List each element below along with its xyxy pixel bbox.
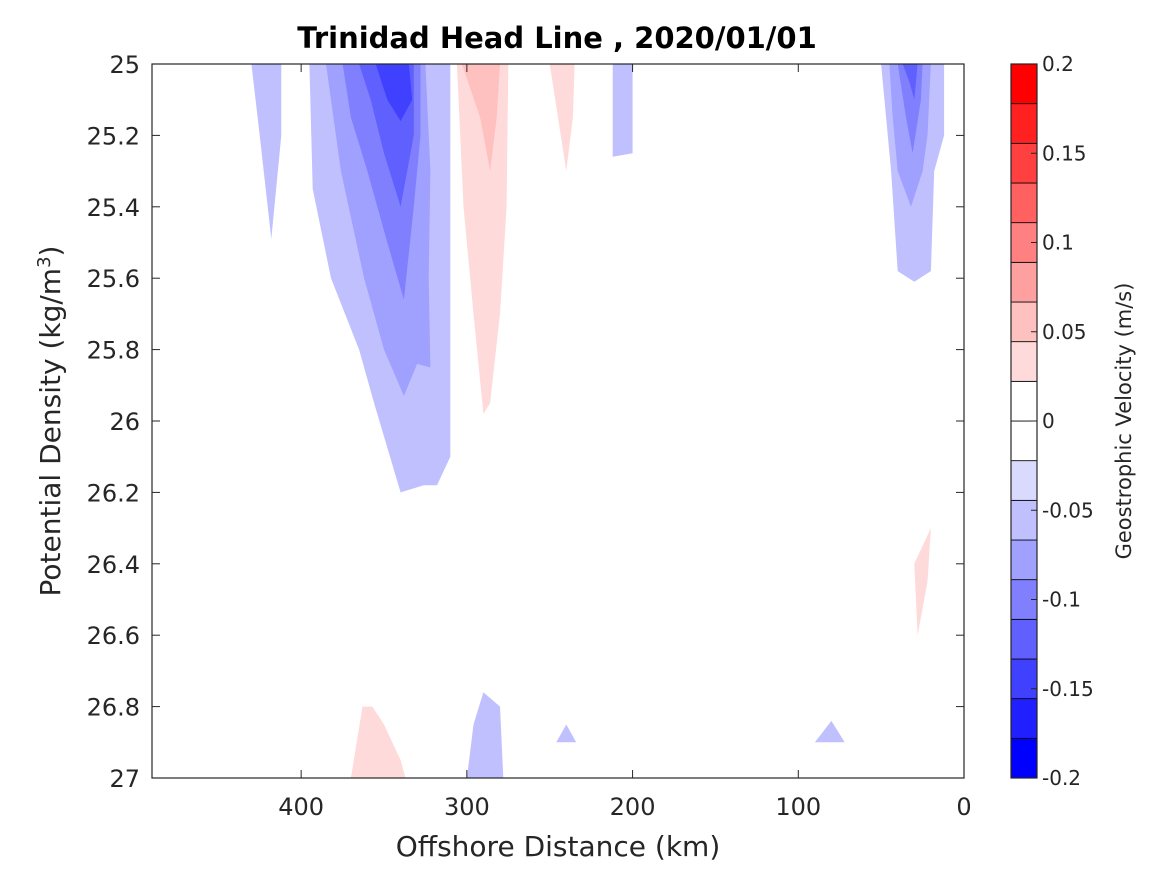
- contour-layer: [251, 64, 945, 778]
- colorbar-swatch: [1010, 103, 1038, 144]
- x-axis: 400 300 200 100 0: [278, 64, 972, 821]
- y-tick-label: 27: [109, 765, 140, 793]
- x-tick-label: 300: [444, 793, 490, 821]
- colorbar-swatch: [1010, 63, 1038, 105]
- contour-pos-band-90: [765, 64, 862, 375]
- colorbar-swatch: [1010, 658, 1038, 700]
- colorbar-tick-label: -0.1: [1042, 588, 1081, 612]
- colorbar-swatch: [1010, 261, 1038, 303]
- contour-neg-blob-240: [556, 724, 577, 743]
- colorbar-tick-label: -0.15: [1042, 677, 1094, 701]
- y-tick-label: 26.6: [87, 622, 140, 650]
- contour-neg-l3-coast: [897, 64, 923, 154]
- colorbar-title-group: Geostrophic Velocity (m/s): [1112, 283, 1136, 560]
- colorbar-tick-label: 0.15: [1042, 141, 1087, 165]
- colorbar-swatch: [1010, 698, 1038, 739]
- x-tick-label: 200: [610, 793, 656, 821]
- colorbar-title: Geostrophic Velocity (m/s): [1112, 283, 1136, 560]
- y-tick-label: 26.8: [87, 694, 140, 722]
- contour-neg-band-205: [612, 64, 633, 157]
- y-tick-label: 25.4: [87, 194, 140, 222]
- colorbar-swatch: [1010, 301, 1038, 343]
- contour-neg-band-420: [251, 64, 282, 239]
- contour-pos-l2-240: [549, 64, 575, 172]
- colorbar-swatch: [1010, 182, 1038, 224]
- contour-pos-l2-bottom-350: [350, 706, 406, 778]
- colorbar-tick-label: 0.2: [1042, 52, 1074, 76]
- contour-neg-blob-300: [466, 692, 504, 778]
- y-tick-label: 25.2: [87, 122, 140, 150]
- colorbar-swatch: [1010, 341, 1038, 382]
- x-tick-label: 0: [956, 793, 971, 821]
- colorbar-swatch: [1010, 380, 1038, 422]
- contour-pos-l3-290: [461, 64, 500, 172]
- colorbar-tick-label: 0.1: [1042, 231, 1074, 255]
- y-tick-label: 25.8: [87, 337, 140, 365]
- colorbar-swatch: [1010, 737, 1038, 779]
- y-tick-label: 26: [109, 408, 140, 436]
- colorbar-tick-label: -0.2: [1042, 766, 1081, 790]
- x-tick-label: 100: [775, 793, 821, 821]
- contour-pos-l2-290: [456, 64, 509, 414]
- chart-title: Trinidad Head Line , 2020/01/01: [297, 21, 817, 55]
- x-axis-title: Offshore Distance (km): [396, 830, 721, 863]
- contour-pos-l2-coast: [914, 528, 931, 636]
- colorbar-tick-label: 0: [1042, 409, 1055, 433]
- contour-pos-band-165: [685, 64, 716, 179]
- y-tick-label: 26.2: [87, 479, 140, 507]
- contour-pos-band-245: [524, 64, 587, 379]
- plot-area: [151, 63, 965, 779]
- y-axis-title: Potential Density (kg/m3): [34, 246, 68, 597]
- colorbar-swatch: [1010, 420, 1038, 462]
- y-axis-title-main: Potential Density (kg/m: [34, 268, 67, 597]
- y-axis-title-close: ): [34, 246, 67, 257]
- colorbar-tick-label: 0.05: [1042, 320, 1087, 344]
- contour-neg-l4-coast: [902, 64, 918, 100]
- contour-neg-blob-80: [814, 720, 845, 743]
- colorbar-swatch: [1010, 460, 1038, 501]
- colorbar-swatch: [1010, 539, 1038, 581]
- y-tick-label: 26.4: [87, 551, 140, 579]
- colorbar-swatch: [1010, 142, 1038, 184]
- y-axis: 25 25.2 25.4 25.6 25.8 26 26.2 26.4 26.6 26.8 27: [87, 51, 964, 793]
- colorbar-ticks: 0.2 0.15 0.1 0.05 0 -0.05 -0.1 -0.15 -0.2: [1031, 52, 1094, 790]
- colorbar: 0.2 0.15 0.1 0.05 0 -0.05 -0.1 -0.15 -0.2: [1010, 52, 1094, 790]
- y-tick-label: 25.6: [87, 265, 140, 293]
- x-tick-label: 400: [278, 793, 324, 821]
- colorbar-swatch: [1010, 618, 1038, 660]
- colorbar-swatch: [1010, 499, 1038, 541]
- y-axis-title-superscript: 3: [34, 256, 55, 267]
- y-axis-title-group: Potential Density (kg/m3): [34, 246, 68, 597]
- contour-neg-l5-340: [375, 64, 413, 122]
- y-tick-label: 25: [109, 51, 140, 79]
- colorbar-tick-label: -0.05: [1042, 498, 1094, 522]
- contour-pos-band-coast: [887, 446, 931, 728]
